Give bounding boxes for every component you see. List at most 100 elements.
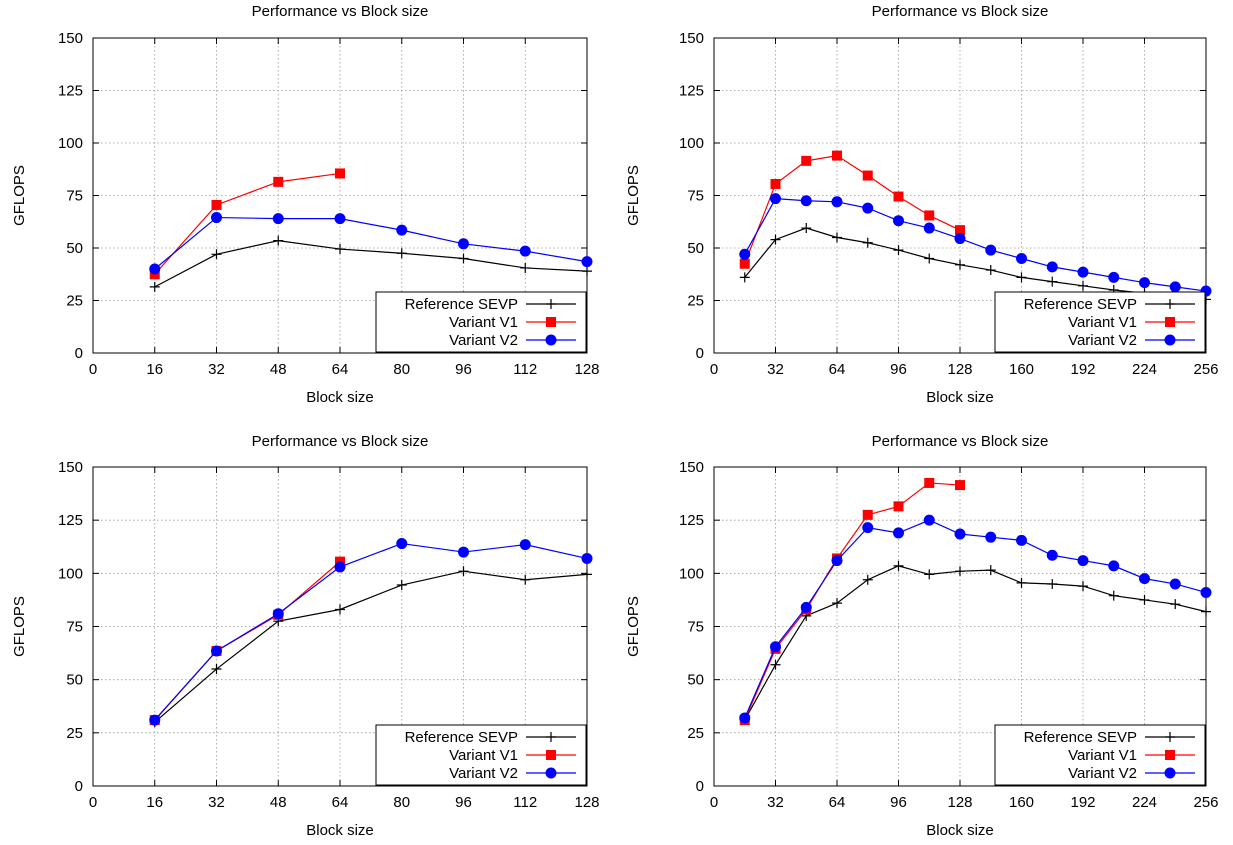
legend-marker bbox=[1165, 732, 1175, 742]
data-point bbox=[458, 238, 469, 250]
data-point bbox=[893, 215, 904, 227]
legend-label: Reference SEVP bbox=[1024, 296, 1137, 313]
y-tick-label: 50 bbox=[687, 672, 704, 689]
data-point bbox=[335, 604, 345, 615]
y-tick-label: 0 bbox=[75, 778, 83, 795]
series-line bbox=[154, 561, 341, 721]
data-point bbox=[396, 580, 407, 591]
x-tick-label: 16 bbox=[146, 794, 163, 811]
y-axis-label: GFLOPS bbox=[625, 596, 642, 657]
x-axis-label: Block size bbox=[306, 822, 374, 839]
data-point bbox=[862, 509, 873, 520]
data-point bbox=[862, 574, 873, 585]
data-point bbox=[955, 225, 965, 236]
x-tick-label: 0 bbox=[710, 794, 718, 811]
data-point bbox=[1170, 599, 1181, 610]
x-tick-label: 112 bbox=[513, 794, 537, 811]
x-tick-label: 256 bbox=[1193, 361, 1218, 378]
data-point bbox=[954, 233, 966, 245]
legend-marker bbox=[545, 767, 557, 779]
data-point bbox=[739, 712, 751, 724]
series-1 bbox=[149, 168, 345, 280]
legend-label: Reference SEVP bbox=[405, 729, 518, 746]
x-tick-label: 64 bbox=[332, 361, 349, 378]
series-line bbox=[744, 482, 961, 721]
y-tick-label: 150 bbox=[679, 459, 704, 476]
data-point bbox=[1016, 577, 1027, 588]
legend-label: Variant V1 bbox=[449, 314, 518, 331]
x-tick-label: 32 bbox=[208, 361, 225, 378]
data-point bbox=[862, 170, 873, 181]
data-point bbox=[1016, 534, 1027, 546]
data-point bbox=[582, 266, 592, 277]
series-line bbox=[154, 542, 588, 721]
data-point bbox=[1016, 253, 1027, 264]
data-point bbox=[862, 522, 874, 534]
data-point bbox=[1046, 261, 1058, 273]
y-tick-label: 25 bbox=[66, 293, 83, 310]
data-point bbox=[396, 248, 407, 259]
series-line bbox=[154, 172, 341, 275]
y-axis-label: GFLOPS bbox=[625, 165, 642, 226]
series-2 bbox=[739, 193, 1212, 297]
series-0 bbox=[149, 235, 592, 292]
data-point bbox=[1046, 549, 1058, 561]
series-2 bbox=[149, 212, 593, 275]
series-line bbox=[744, 565, 1207, 721]
data-point bbox=[334, 561, 346, 573]
legend-marker bbox=[546, 299, 556, 309]
data-point bbox=[955, 259, 965, 270]
data-point bbox=[1139, 277, 1150, 289]
data-point bbox=[458, 253, 469, 264]
data-point bbox=[924, 253, 935, 264]
data-point bbox=[985, 265, 996, 276]
legend-marker bbox=[546, 732, 556, 742]
legend-label: Variant V1 bbox=[1068, 747, 1137, 764]
x-tick-label: 48 bbox=[270, 361, 287, 378]
data-point bbox=[458, 566, 469, 577]
data-point bbox=[519, 245, 531, 257]
data-point bbox=[862, 202, 874, 214]
data-point bbox=[770, 234, 781, 245]
chart-title: Performance vs Block size bbox=[872, 433, 1049, 450]
x-axis-label: Block size bbox=[926, 389, 994, 406]
data-point bbox=[800, 601, 812, 613]
y-tick-label: 75 bbox=[687, 188, 704, 205]
data-point bbox=[581, 552, 593, 564]
data-point bbox=[770, 659, 781, 670]
y-tick-label: 125 bbox=[679, 83, 704, 100]
series-line bbox=[154, 570, 588, 723]
data-point bbox=[955, 480, 965, 491]
data-point bbox=[893, 501, 904, 512]
x-tick-label: 32 bbox=[208, 794, 225, 811]
data-point bbox=[396, 538, 408, 550]
data-point bbox=[770, 193, 781, 205]
y-tick-label: 75 bbox=[66, 188, 83, 205]
series-0 bbox=[739, 560, 1211, 726]
x-tick-label: 160 bbox=[1009, 361, 1034, 378]
data-point bbox=[924, 210, 935, 221]
legend-label: Variant V2 bbox=[449, 765, 518, 782]
y-tick-label: 0 bbox=[75, 345, 83, 362]
x-tick-label: 192 bbox=[1070, 794, 1095, 811]
data-point bbox=[1077, 555, 1089, 567]
x-tick-label: 128 bbox=[947, 361, 972, 378]
data-point bbox=[955, 566, 965, 577]
data-point bbox=[893, 527, 904, 539]
data-point bbox=[1108, 590, 1119, 601]
x-tick-label: 80 bbox=[393, 361, 410, 378]
x-tick-label: 96 bbox=[455, 361, 472, 378]
data-point bbox=[1139, 594, 1150, 605]
data-point bbox=[831, 196, 843, 208]
legend-marker bbox=[1165, 750, 1175, 760]
data-point bbox=[1200, 586, 1212, 598]
x-tick-label: 256 bbox=[1193, 794, 1218, 811]
data-point bbox=[1108, 271, 1120, 283]
x-tick-label: 160 bbox=[1009, 794, 1034, 811]
legend-marker bbox=[1165, 299, 1175, 309]
y-tick-label: 125 bbox=[58, 83, 83, 100]
data-point bbox=[923, 514, 935, 526]
chart-title: Performance vs Block size bbox=[252, 433, 429, 450]
chart-panel-1: 0 16 32 48 64 80 96 112 128 0 25 50 75 100 125 150 Perfo… bbox=[11, 3, 600, 406]
